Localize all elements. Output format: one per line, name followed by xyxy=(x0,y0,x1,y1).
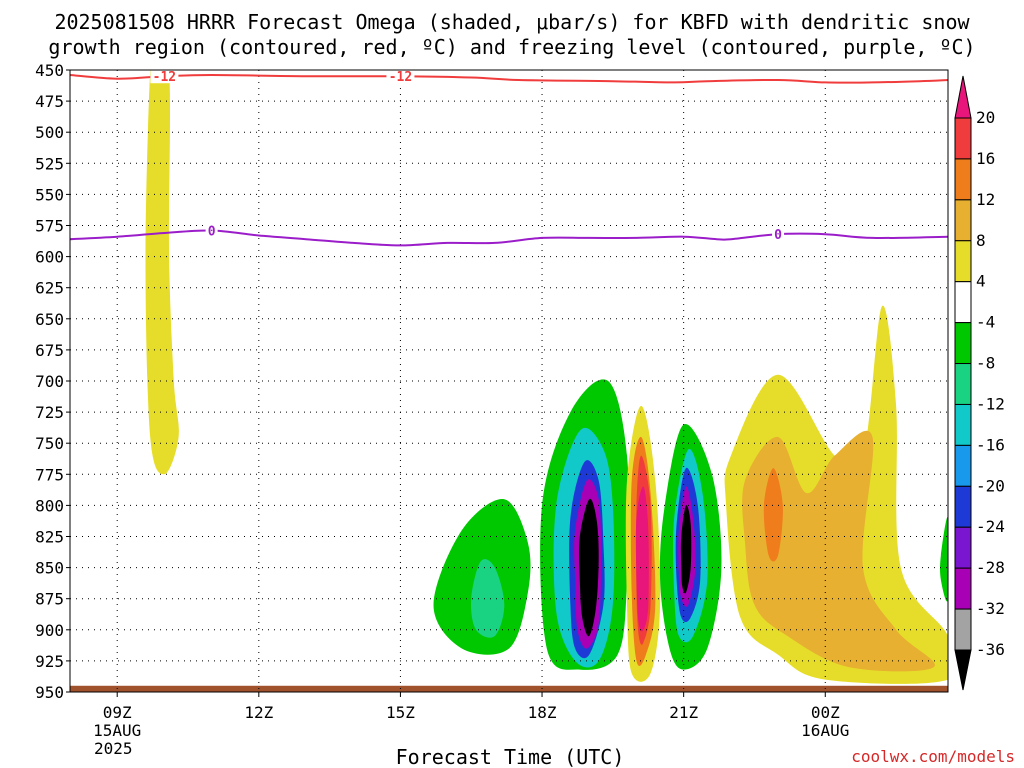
colorbar-segment xyxy=(954,240,972,283)
contour-label-bg xyxy=(386,69,415,84)
x-tick-label: 21Z xyxy=(669,703,698,722)
colorbar-label: -8 xyxy=(976,354,995,373)
y-tick-label: 525 xyxy=(35,154,64,173)
colorbar-label: -4 xyxy=(976,313,995,332)
omega-region-10 xyxy=(578,498,599,637)
omega-region-5 xyxy=(471,559,505,638)
y-tick-label: 725 xyxy=(35,403,64,422)
colorbar-label: -28 xyxy=(976,558,1005,577)
x-tick-date: 15AUG xyxy=(93,721,141,740)
chart-title-line2: growth region (contoured, red, ºC) and f… xyxy=(48,35,975,59)
omega-region-20 xyxy=(940,516,948,602)
colorbar-label: 12 xyxy=(976,190,995,209)
colorbar-label: 20 xyxy=(976,108,995,127)
colorbar-label: -24 xyxy=(976,517,1005,536)
contour-labels: -12 -12 0 0 xyxy=(150,69,785,243)
x-tick-label: 09Z xyxy=(103,703,132,722)
y-tick-label: 600 xyxy=(35,248,64,267)
colorbar-segment xyxy=(954,281,972,324)
colorbar-label: -20 xyxy=(976,476,1005,495)
x-tick-label: 12Z xyxy=(244,703,273,722)
y-tick-label: 500 xyxy=(35,123,64,142)
colorbar-segment xyxy=(954,403,972,446)
colorbar-segment xyxy=(954,526,972,569)
colorbar: 20 16 12 8 4 -4 -8 -12 -16 -20 -24 -28 -32 -36 xyxy=(954,75,1005,691)
y-tick-label: 675 xyxy=(35,341,64,360)
colorbar-segment xyxy=(954,199,972,242)
y-tick-label: 575 xyxy=(35,217,64,236)
colorbar-label: 4 xyxy=(976,272,986,291)
x-tick-label: 15Z xyxy=(386,703,415,722)
y-tick-label: 825 xyxy=(35,528,64,547)
colorbar-label: 16 xyxy=(976,149,995,168)
colorbar-segment xyxy=(954,322,972,365)
y-tick-label: 450 xyxy=(35,61,64,80)
x-tick-date: 16AUG xyxy=(801,721,849,740)
colorbar-segment xyxy=(954,567,972,610)
grid xyxy=(70,70,948,692)
colorbar-segment xyxy=(954,117,972,160)
x-tick-label: 18Z xyxy=(528,703,557,722)
ground-surface xyxy=(70,685,948,692)
contour-label-text: 0 xyxy=(208,224,216,239)
y-tick-label: 650 xyxy=(35,310,64,329)
omega-region-19 xyxy=(680,505,692,594)
colorbar-segment xyxy=(954,363,972,405)
omega-region-14 xyxy=(635,486,649,632)
colorbar-segment xyxy=(954,444,972,487)
x-axis-label: Forecast Time (UTC) xyxy=(396,745,625,768)
omega-shading xyxy=(70,70,948,692)
contour-label-bg xyxy=(150,69,179,84)
y-tick-label: 475 xyxy=(35,92,64,111)
y-tick-label: 550 xyxy=(35,185,64,204)
chart-title-line1: 2025081508 HRRR Forecast Omega (shaded, … xyxy=(54,10,970,34)
colorbar-label: -32 xyxy=(976,599,1005,618)
y-tick-label: 925 xyxy=(35,652,64,671)
x-tick-label: 00Z xyxy=(811,703,840,722)
colorbar-segment xyxy=(954,608,972,651)
y-tick-label: 850 xyxy=(35,559,64,578)
y-tick-label: 875 xyxy=(35,590,64,609)
colorbar-label: -12 xyxy=(976,394,1005,413)
colorbar-bottom-arrow xyxy=(954,649,972,691)
y-tick-label: 800 xyxy=(35,496,64,515)
contour-label-bg xyxy=(205,223,218,238)
colorbar-label: 8 xyxy=(976,231,986,250)
omega-region-2 xyxy=(742,430,935,672)
x-tick-year: 2025 xyxy=(94,739,133,758)
contour-label-text: 0 xyxy=(774,228,782,243)
y-axis: 450 475 500 525 550 575 600 625 650 675 700 725 750 7… xyxy=(35,61,70,702)
y-tick-label: 950 xyxy=(35,683,64,702)
y-tick-label: 900 xyxy=(35,621,64,640)
contour-line-0 xyxy=(70,73,948,84)
contour-label-text: -12 xyxy=(389,70,412,85)
colorbar-segment xyxy=(954,485,972,528)
contour-label-bg xyxy=(772,227,785,242)
y-tick-label: 775 xyxy=(35,465,64,484)
colorbar-segment xyxy=(954,158,972,201)
omega-region-3 xyxy=(763,468,783,562)
colorbar-label: -36 xyxy=(976,640,1005,659)
y-tick-label: 625 xyxy=(35,279,64,298)
credit-text: coolwx.com/models xyxy=(851,747,1015,766)
y-tick-label: 750 xyxy=(35,434,64,453)
y-tick-label: 700 xyxy=(35,372,64,391)
colorbar-label: -16 xyxy=(976,435,1005,454)
omega-region-0 xyxy=(145,70,179,475)
contour-label-text: -12 xyxy=(153,70,176,85)
